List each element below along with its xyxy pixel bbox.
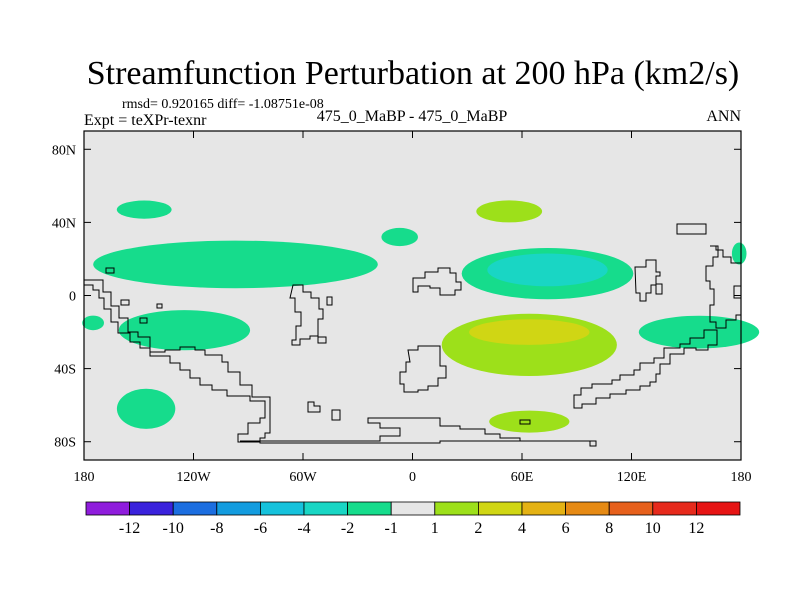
- colorbar-label-1: 1: [431, 520, 439, 537]
- coastline-gulf-islands: [105, 267, 333, 344]
- coastline-australia: [573, 329, 718, 409]
- colorbar-box-10: [477, 501, 523, 516]
- x-tick-label-0: 0: [409, 470, 416, 485]
- colorbar-label-12: 12: [688, 520, 704, 537]
- colorbar-box-13: [608, 501, 654, 516]
- season-label: ANN: [706, 108, 741, 125]
- contour-region-11: [476, 200, 543, 223]
- coastline-maritime-asia: [634, 259, 663, 302]
- colorbar-label-2: -2: [341, 520, 354, 537]
- colorbar-boxes: [85, 501, 741, 516]
- x-tick-label-180: 180: [74, 470, 95, 485]
- x-tick-label-60w: 60W: [289, 470, 317, 485]
- colorbar-label-8: 8: [605, 520, 613, 537]
- colorbar-box-6: [303, 501, 348, 516]
- colorbar-box-12: [565, 501, 610, 516]
- colorbar-box-15: [696, 501, 741, 516]
- colorbar-label-8: -8: [210, 520, 223, 537]
- contour-region-5: [82, 315, 104, 331]
- colorbar-label-12: -12: [119, 520, 140, 537]
- coastline-antarctica: [240, 417, 597, 447]
- colorbar-box-9: [434, 501, 479, 516]
- map-title: Streamfunction Perturbation at 200 hPa (…: [87, 55, 740, 92]
- regions-layer: [82, 200, 760, 433]
- colorbar-label-6: -6: [254, 520, 267, 537]
- y-axis-labels: 80N 40N 0 40S 80S: [52, 143, 76, 450]
- colorbar-label-4: -4: [297, 520, 310, 537]
- contour-region-10: [731, 242, 747, 265]
- contour-region-14: [489, 410, 570, 433]
- coastline-africa-north: [412, 267, 462, 296]
- colorbar-labels: -12 -10 -8 -6 -4 -2 -1 1 2 4 6 8 10 12: [119, 520, 704, 537]
- colorbar-box-7: [347, 501, 392, 516]
- coastline-asia-east: [676, 223, 742, 329]
- colorbar-box-4: [216, 501, 261, 516]
- contour-region-2: [93, 240, 378, 289]
- contour-region-4: [118, 310, 251, 351]
- coastline-africa-south: [399, 345, 447, 393]
- y-tick-label-80s: 80S: [54, 436, 76, 451]
- contour-region-3: [381, 227, 419, 247]
- coastline-south-america: [84, 279, 271, 443]
- contour-region-9: [638, 315, 760, 349]
- experiment-label: Expt = teXPr-texnr: [84, 112, 207, 129]
- colorbar-label-10: 10: [645, 520, 661, 537]
- map-background: [84, 131, 741, 460]
- y-tick-label-0: 0: [69, 290, 76, 305]
- y-tick-label-40n: 40N: [52, 216, 76, 231]
- contour-region-1: [116, 200, 172, 219]
- colorbar-label-6: 6: [562, 520, 570, 537]
- colorbar-label-1: -1: [385, 520, 398, 537]
- colorbar-label-10: -10: [163, 520, 184, 537]
- colorbar: -12 -10 -8 -6 -4 -2 -1 1 2 4 6 8 10 12: [85, 501, 741, 537]
- colorbar-box-5: [259, 501, 305, 516]
- x-tick-label-120e: 120E: [617, 470, 647, 485]
- colorbar-box-3: [172, 501, 218, 516]
- colorbar-label-4: 4: [518, 520, 526, 537]
- stats-line: rmsd= 0.920165 diff= -1.08751e-08: [122, 97, 324, 112]
- contour-region-13: [469, 319, 590, 345]
- map-panel: 180 120W 60W 0 60E 120E 180 80N 40N 0 40S 80S: [52, 130, 760, 485]
- x-tick-label-60e: 60E: [511, 470, 534, 485]
- colorbar-box-1: [85, 501, 130, 516]
- x-tick-label-120w: 120W: [176, 470, 211, 485]
- coastline-southern-islands: [307, 401, 531, 425]
- coastline-central-america: [289, 284, 324, 346]
- colorbar-label-2: 2: [474, 520, 482, 537]
- contour-region-8: [487, 253, 608, 287]
- case-label: 475_0_MaBP - 475_0_MaBP: [317, 108, 508, 125]
- axis-ticks: [83, 131, 742, 460]
- coastlines: [84, 223, 742, 447]
- y-tick-label-40s: 40S: [54, 363, 76, 378]
- colorbar-box-14: [652, 501, 697, 516]
- colorbar-box-8: [390, 501, 436, 516]
- contour-region-6: [116, 388, 176, 429]
- colorbar-box-2: [129, 501, 174, 516]
- x-axis-labels: 180 120W 60W 0 60E 120E 180: [74, 470, 752, 485]
- y-tick-label-80n: 80N: [52, 143, 76, 158]
- x-tick-label-180: 180: [731, 470, 752, 485]
- colorbar-box-11: [521, 501, 566, 516]
